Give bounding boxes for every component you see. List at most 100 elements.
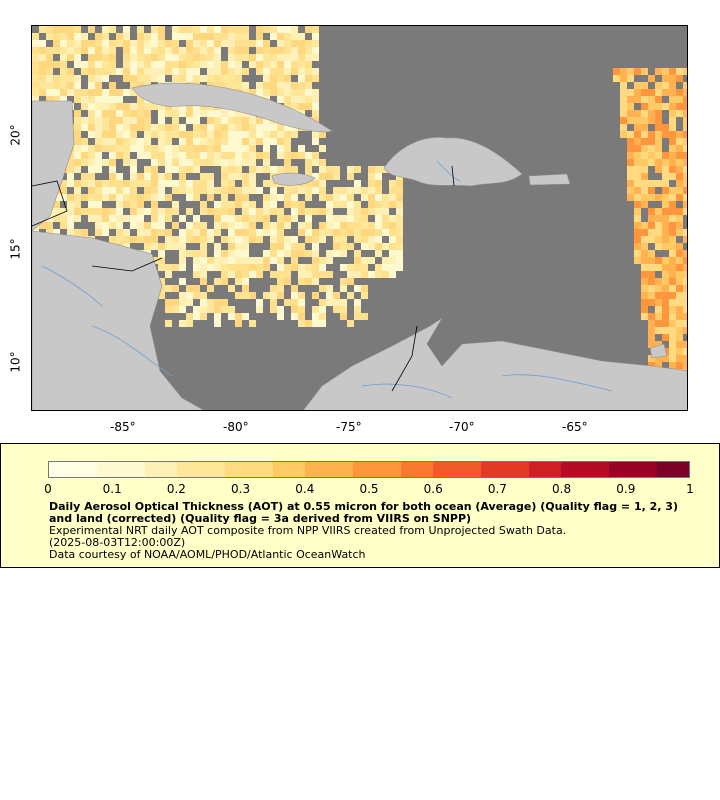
- aot-pixel: [109, 152, 116, 159]
- aot-pixel: [137, 110, 144, 117]
- aot-pixel: [284, 250, 291, 257]
- colorbar-segment: [225, 462, 241, 477]
- aot-pixel: [109, 159, 116, 166]
- aot-pixel: [662, 257, 669, 264]
- aot-pixel: [676, 194, 683, 201]
- central-america-land: [32, 100, 75, 232]
- aot-pixel: [228, 75, 235, 82]
- aot-pixel: [221, 166, 228, 173]
- aot-pixel: [249, 229, 256, 236]
- aot-pixel: [277, 33, 284, 40]
- aot-pixel: [144, 173, 151, 180]
- aot-pixel: [172, 75, 179, 82]
- aot-pixel: [375, 250, 382, 257]
- aot-pixel: [389, 243, 396, 250]
- aot-pixel: [214, 187, 221, 194]
- aot-pixel: [319, 320, 326, 327]
- aot-pixel: [116, 222, 123, 229]
- aot-pixel: [172, 152, 179, 159]
- aot-pixel: [200, 131, 207, 138]
- aot-pixel: [165, 110, 172, 117]
- aot-pixel: [179, 124, 186, 131]
- aot-pixel: [683, 299, 687, 306]
- aot-pixel: [102, 110, 109, 117]
- aot-pixel: [221, 68, 228, 75]
- aot-pixel: [263, 292, 270, 299]
- colorbar-segment: [161, 462, 177, 477]
- aot-pixel: [130, 236, 137, 243]
- aot-pixel: [158, 40, 165, 47]
- aot-pixel: [123, 89, 130, 96]
- aot-pixel: [389, 180, 396, 187]
- aot-pixel: [179, 103, 186, 110]
- aot-pixel: [655, 117, 662, 124]
- aot-pixel: [669, 285, 676, 292]
- aot-pixel: [249, 166, 256, 173]
- colorbar-tick-label: 0.9: [616, 482, 636, 496]
- aot-pixel: [669, 96, 676, 103]
- aot-pixel: [53, 208, 60, 215]
- aot-pixel: [256, 208, 263, 215]
- aot-pixel: [270, 306, 277, 313]
- aot-pixel: [158, 131, 165, 138]
- aot-pixel: [284, 61, 291, 68]
- aot-pixel: [137, 180, 144, 187]
- aot-pixel: [179, 215, 186, 222]
- aot-pixel: [95, 33, 102, 40]
- aot-pixel: [683, 152, 687, 159]
- aot-pixel: [368, 180, 375, 187]
- aot-pixel: [116, 201, 123, 208]
- aot-pixel: [137, 229, 144, 236]
- aot-pixel: [291, 187, 298, 194]
- aot-pixel: [662, 103, 669, 110]
- aot-pixel: [242, 145, 249, 152]
- aot-pixel: [242, 131, 249, 138]
- aot-pixel: [270, 222, 277, 229]
- aot-pixel: [627, 110, 634, 117]
- aot-pixel: [655, 89, 662, 96]
- aot-pixel: [641, 96, 648, 103]
- aot-pixel: [627, 145, 634, 152]
- aot-pixel: [74, 138, 81, 145]
- aot-pixel: [214, 257, 221, 264]
- aot-pixel: [200, 124, 207, 131]
- aot-pixel: [172, 33, 179, 40]
- aot-pixel: [221, 61, 228, 68]
- aot-pixel: [172, 236, 179, 243]
- aot-pixel: [130, 222, 137, 229]
- aot-pixel: [312, 103, 319, 110]
- aot-pixel: [214, 82, 221, 89]
- aot-pixel: [179, 47, 186, 54]
- aot-pixel: [186, 285, 193, 292]
- aot-pixel: [256, 68, 263, 75]
- aot-pixel: [256, 89, 263, 96]
- aot-pixel: [634, 89, 641, 96]
- aot-pixel: [256, 54, 263, 61]
- aot-pixel: [277, 75, 284, 82]
- colorbar-tick-label: 0.7: [487, 482, 507, 496]
- aot-pixel: [312, 243, 319, 250]
- aot-pixel: [298, 278, 305, 285]
- aot-pixel: [67, 40, 74, 47]
- aot-pixel: [291, 152, 298, 159]
- aot-pixel: [655, 327, 662, 334]
- aot-pixel: [648, 229, 655, 236]
- aot-pixel: [207, 47, 214, 54]
- aot-pixel: [221, 201, 228, 208]
- aot-pixel: [662, 166, 669, 173]
- aot-pixel: [214, 61, 221, 68]
- aot-pixel: [242, 152, 249, 159]
- aot-pixel: [655, 152, 662, 159]
- aot-pixel: [179, 68, 186, 75]
- aot-pixel: [186, 236, 193, 243]
- aot-pixel: [298, 47, 305, 54]
- aot-pixel: [130, 54, 137, 61]
- aot-pixel: [655, 166, 662, 173]
- aot-pixel: [144, 61, 151, 68]
- aot-pixel: [228, 145, 235, 152]
- aot-pixel: [102, 47, 109, 54]
- aot-pixel: [382, 264, 389, 271]
- aot-pixel: [60, 82, 67, 89]
- aot-pixel: [158, 257, 165, 264]
- aot-pixel: [662, 152, 669, 159]
